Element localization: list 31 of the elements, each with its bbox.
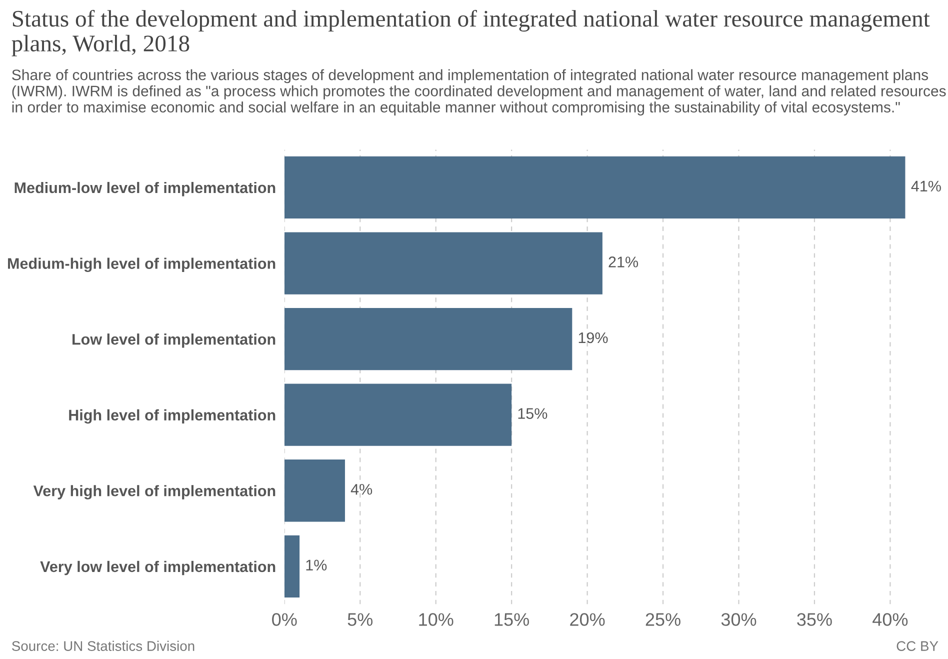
y-tick-label: High level of implementation <box>69 409 276 424</box>
bar <box>284 156 906 219</box>
y-tick-label: Low level of implementation <box>72 334 276 348</box>
y-tick-label: Very high level of implementation <box>33 485 276 500</box>
x-tick-label: 25% <box>646 613 680 626</box>
data-label: 1% <box>306 560 327 570</box>
text: CC BY <box>896 641 938 651</box>
bar <box>284 384 512 446</box>
x-tick-label: 15% <box>494 613 529 626</box>
bar <box>284 308 572 370</box>
data-label: 21% <box>608 256 638 268</box>
data-label: 15% <box>518 408 548 419</box>
x-tick-label: 5% <box>348 613 373 626</box>
x-tick-label: 35% <box>797 613 832 626</box>
data-label: 19% <box>578 332 608 344</box>
bar <box>284 535 300 598</box>
y-tick-label: Medium-low level of implementation <box>14 182 276 196</box>
x-tick-label: 20% <box>570 613 605 626</box>
chart-title: Status of the development and implementation of integrated national water resource management plans, World, 2018 <box>12 10 930 56</box>
source-note: Source: UN Statistics Division <box>12 640 194 651</box>
x-tick-label: 30% <box>721 613 756 626</box>
x-tick-label: 10% <box>419 613 454 626</box>
x-tick-label: 40% <box>872 613 908 626</box>
y-tick-label: Medium-high level of implementation <box>8 258 276 272</box>
bar <box>284 232 602 294</box>
bar <box>284 460 345 522</box>
y-tick-label: Very low level of implementation <box>40 560 276 576</box>
chart-subtitle: Share of countries across the various stages of development and implementation of integrated national water resource management plans (IWRM). IWRM is defined as "a process which promotes the coordinated development and management of water, land and related resources in order to maximise economic and social welfare in an equitable manner without compromising the sustainability of vital ecosystems." <box>12 69 946 116</box>
x-tick-label: 0% <box>272 613 297 626</box>
data-label: 4% <box>350 484 372 495</box>
data-label: 41% <box>911 180 941 192</box>
